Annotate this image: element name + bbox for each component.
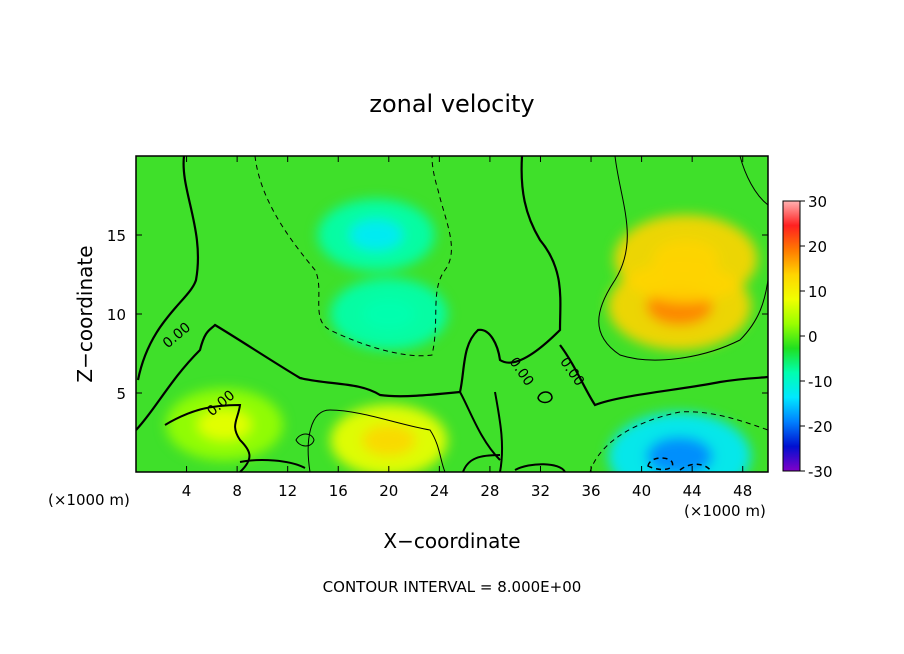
field-core-6 bbox=[646, 436, 713, 472]
y-tick-label-2: 15 bbox=[107, 227, 126, 245]
y-tick-label-0: 5 bbox=[116, 385, 126, 403]
colorbar-fill bbox=[782, 200, 801, 472]
x-unit-label-left: (×1000 m) bbox=[48, 491, 130, 509]
x-axis: 4 8 12 16 20 24 28 32 36 40 44 48 bbox=[182, 156, 752, 500]
field-core-4 bbox=[361, 424, 416, 457]
x-tick-label-10: 44 bbox=[683, 482, 702, 500]
colorbar-tick-label-1: 20 bbox=[808, 238, 827, 256]
colorbar-tick-label-0: 30 bbox=[808, 193, 827, 211]
zero-contour-lower bbox=[559, 344, 768, 407]
contour-interval: CONTOUR INTERVAL = 8.000E+00 bbox=[323, 578, 582, 596]
colorbar-tick-label-5: -20 bbox=[808, 418, 833, 436]
contour-small-island bbox=[537, 391, 553, 404]
colorbar-ticks: 30 20 10 0 -10 -20 -30 bbox=[800, 193, 833, 481]
color-field bbox=[165, 199, 758, 472]
x-tick-label-0: 4 bbox=[182, 482, 192, 500]
y-axis-title: Z−coordinate bbox=[73, 245, 97, 382]
contour-plus8-right bbox=[598, 156, 768, 361]
x-unit-label-right: (×1000 m) bbox=[684, 502, 766, 520]
x-tick-label-1: 8 bbox=[232, 482, 242, 500]
x-tick-label-5: 24 bbox=[430, 482, 449, 500]
field-core-3 bbox=[652, 239, 719, 278]
chart-title: zonal velocity bbox=[369, 90, 534, 118]
y-tick-label-1: 10 bbox=[107, 306, 126, 324]
zero-contour-mid-strip bbox=[459, 391, 504, 472]
contour-plus8-small bbox=[295, 433, 315, 447]
x-tick-label-6: 28 bbox=[480, 482, 499, 500]
contour-plus8-right-top bbox=[739, 156, 768, 206]
contour-minus16-lower bbox=[647, 457, 713, 472]
x-tick-label-7: 32 bbox=[531, 482, 550, 500]
contour-lines bbox=[136, 156, 768, 472]
y-axis: 5 10 15 bbox=[107, 227, 768, 403]
contour-plus8-bottom bbox=[307, 409, 446, 472]
plot-area: 0.000.000.00 0.00 bbox=[136, 156, 768, 472]
x-tick-label-2: 12 bbox=[278, 482, 297, 500]
x-tick-label-11: 48 bbox=[733, 482, 752, 500]
x-tick-label-9: 40 bbox=[632, 482, 651, 500]
colorbar: 30 20 10 0 -10 -20 -30 bbox=[782, 193, 833, 481]
x-tick-label-3: 16 bbox=[329, 482, 348, 500]
x-tick-label-4: 20 bbox=[379, 482, 398, 500]
x-axis-title: X−coordinate bbox=[383, 529, 520, 553]
field-core-5 bbox=[197, 408, 252, 441]
colorbar-tick-label-6: -30 bbox=[808, 463, 833, 481]
contour-minus8-lower bbox=[589, 411, 768, 472]
zero-contour-main bbox=[136, 156, 562, 431]
colorbar-tick-label-2: 10 bbox=[808, 283, 827, 301]
colorbar-tick-label-4: -10 bbox=[808, 373, 833, 391]
field-core-1 bbox=[361, 298, 416, 330]
x-tick-label-8: 36 bbox=[581, 482, 600, 500]
contour-minus8-upper bbox=[254, 156, 452, 357]
field-core-0 bbox=[349, 219, 404, 251]
zero-contour-lower-left bbox=[164, 403, 251, 472]
colorbar-tick-label-3: 0 bbox=[808, 328, 818, 346]
